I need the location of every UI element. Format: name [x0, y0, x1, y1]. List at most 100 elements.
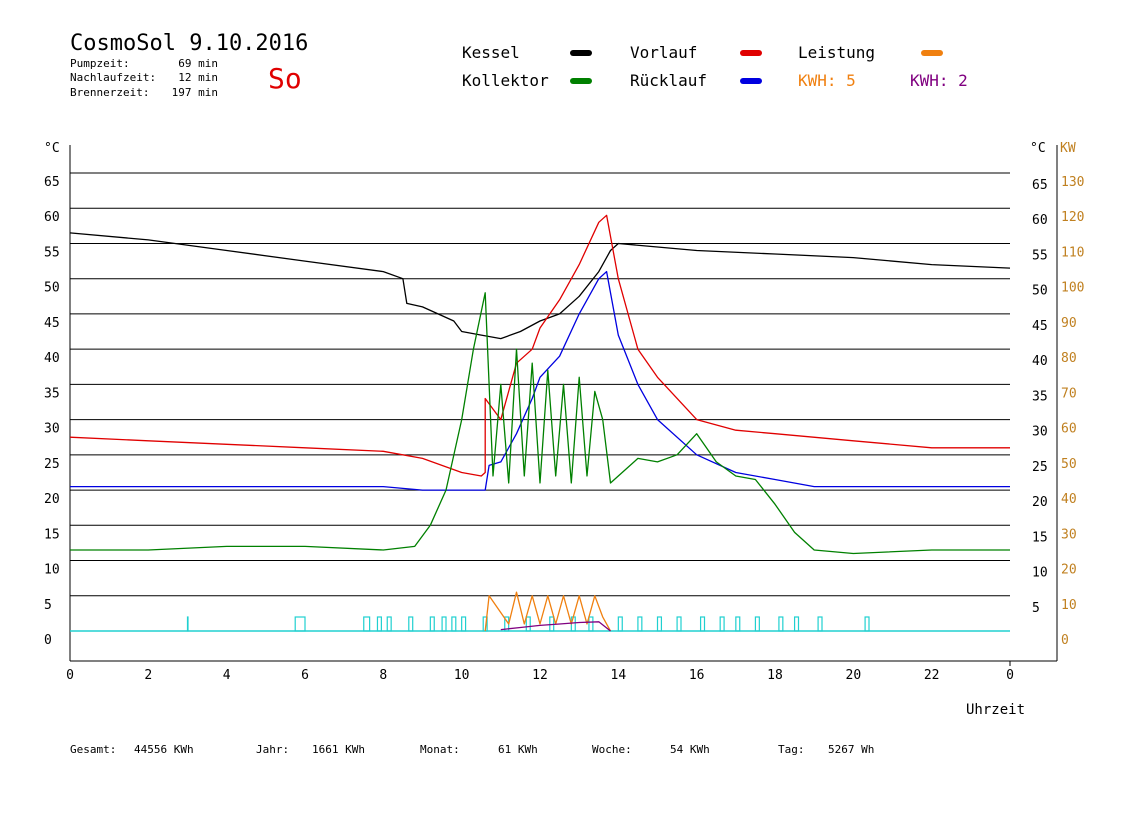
footer-label-jahr: Jahr:	[256, 743, 289, 756]
series-line-kwh	[500, 621, 611, 632]
stat-label-brenner: Brennerzeit:	[70, 86, 149, 99]
pump-pulse	[793, 616, 800, 632]
legend-swatch-leistung	[921, 50, 943, 56]
pump-pulse	[637, 616, 643, 632]
x-tick-label-18: 18	[767, 668, 783, 683]
stat-label-pump: Pumpzeit:	[70, 57, 130, 70]
tick-labels: 0510152025303540455055606551015202530354…	[44, 175, 1084, 683]
pump-pulse	[482, 616, 488, 632]
legend: Kessel Vorlauf Leistung Kollektor Rückla…	[462, 43, 968, 90]
series-line-leistung	[484, 591, 612, 632]
left-tick-label-40: 40	[44, 351, 60, 366]
footer-value-jahr: 1661 KWh	[312, 743, 365, 756]
left-tick-label-55: 55	[44, 245, 60, 260]
pump-pulse	[441, 616, 447, 632]
x-tick-label-6: 6	[301, 668, 309, 683]
legend-label-kollektor: Kollektor	[462, 71, 549, 90]
right-tick-label-50: 50	[1032, 284, 1048, 299]
pump-pulse	[719, 616, 725, 632]
right-tick-label-25: 25	[1032, 460, 1048, 475]
kw-tick-label-120: 120	[1061, 210, 1084, 225]
x-tick-label-0: 0	[66, 668, 74, 683]
x-tick-label-12: 12	[532, 668, 548, 683]
pump-pulse	[429, 616, 435, 632]
left-unit-label: °C	[44, 141, 60, 156]
pump-pulse	[525, 616, 531, 632]
pump-pulse	[186, 616, 189, 632]
kw-tick-label-110: 110	[1061, 245, 1084, 260]
kw-tick-label-80: 80	[1061, 351, 1077, 366]
right-unit-label: °C	[1030, 141, 1046, 156]
left-tick-label-65: 65	[44, 175, 60, 190]
pump-pulse	[817, 616, 823, 632]
legend-label-kessel: Kessel	[462, 43, 520, 62]
right-tick-label-65: 65	[1032, 178, 1048, 193]
kw-tick-label-30: 30	[1061, 527, 1077, 542]
left-tick-label-25: 25	[44, 457, 60, 472]
footer-value-tag: 5267 Wh	[828, 743, 874, 756]
right-tick-label-10: 10	[1032, 566, 1048, 581]
chart-title: CosmoSol 9.10.2016	[70, 31, 308, 56]
pump-pulse	[363, 616, 371, 632]
series-line-kessel	[69, 232, 1011, 340]
right-tick-label-30: 30	[1032, 425, 1048, 440]
kw-tick-label-90: 90	[1061, 316, 1077, 331]
kw-tick-label-20: 20	[1061, 563, 1077, 578]
left-tick-label-20: 20	[44, 492, 60, 507]
legend-label-vorlauf: Vorlauf	[630, 43, 697, 62]
axes	[69, 145, 1058, 666]
kw-tick-label-0: 0	[1061, 633, 1069, 648]
legend-swatch-ruecklauf	[740, 78, 762, 84]
stat-value-brenner: 197 min	[172, 86, 218, 99]
footer-label-woche: Woche:	[592, 743, 632, 756]
x-tick-label-2: 2	[144, 668, 152, 683]
kw-tick-label-50: 50	[1061, 457, 1077, 472]
series-line-vorlauf	[69, 214, 1010, 477]
left-tick-label-15: 15	[44, 527, 60, 542]
right-tick-label-60: 60	[1032, 213, 1048, 228]
kw-tick-label-10: 10	[1061, 598, 1077, 613]
kw-tick-label-40: 40	[1061, 492, 1077, 507]
legend-kwh-purple: KWH: 2	[910, 71, 968, 90]
footer-label-monat: Monat:	[420, 743, 460, 756]
left-tick-label-10: 10	[44, 563, 60, 578]
x-tick-label-22: 22	[924, 668, 940, 683]
left-tick-label-45: 45	[44, 316, 60, 331]
footer-value-woche: 54 KWh	[670, 743, 710, 756]
legend-label-leistung: Leistung	[798, 43, 875, 62]
right-tick-label-15: 15	[1032, 530, 1048, 545]
footer-value-gesamt: 44556 KWh	[134, 743, 194, 756]
left-tick-label-60: 60	[44, 210, 60, 225]
pump-pulse	[451, 616, 457, 632]
x-tick-label-24: 0	[1006, 668, 1014, 683]
day-label: So	[268, 62, 302, 95]
left-tick-label-5: 5	[44, 598, 52, 613]
pump-pulse	[735, 616, 741, 632]
right-tick-label-20: 20	[1032, 495, 1048, 510]
pump-pulse	[676, 616, 682, 632]
legend-label-ruecklauf: Rücklauf	[630, 71, 707, 90]
pump-pulse	[864, 616, 870, 632]
grid	[70, 172, 1010, 597]
kw-unit-label: KW	[1060, 141, 1076, 156]
footer-label-tag: Tag:	[778, 743, 805, 756]
pump-pulse	[294, 616, 306, 632]
legend-swatch-vorlauf	[740, 50, 762, 56]
stat-label-nachlauf: Nachlaufzeit:	[70, 71, 156, 84]
x-tick-label-20: 20	[846, 668, 862, 683]
series-line-kollektor	[70, 292, 1010, 555]
x-tick-label-14: 14	[611, 668, 627, 683]
pump-pulse	[588, 616, 594, 632]
pump-pulse	[408, 616, 414, 632]
x-tick-label-8: 8	[379, 668, 387, 683]
x-tick-label-4: 4	[223, 668, 231, 683]
pump-pulse	[778, 616, 784, 632]
stat-value-nachlauf: 12 min	[178, 71, 218, 84]
footer-label-gesamt: Gesamt:	[70, 743, 116, 756]
left-tick-label-30: 30	[44, 422, 60, 437]
left-tick-label-0: 0	[44, 633, 52, 648]
right-tick-label-5: 5	[1032, 601, 1040, 616]
pump-pulse	[656, 616, 663, 632]
pump-pulse	[461, 616, 467, 632]
